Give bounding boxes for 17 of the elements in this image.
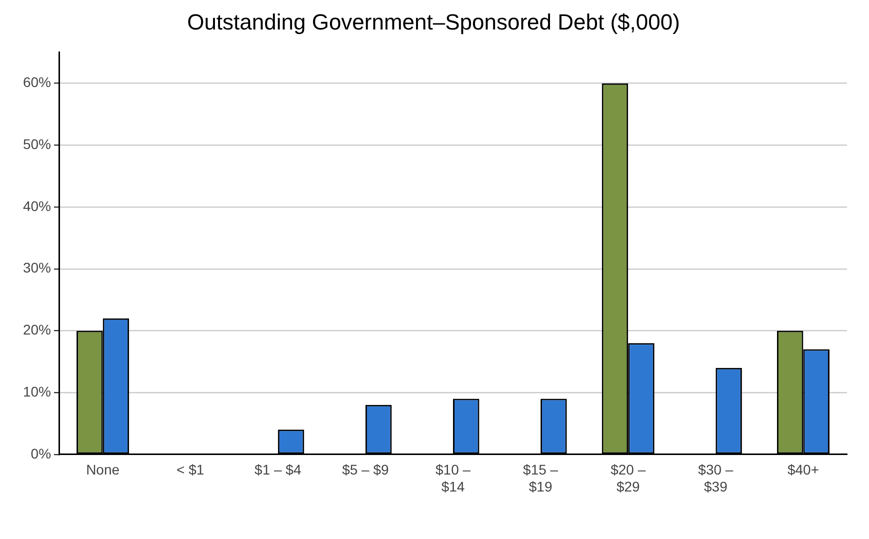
x-tick-label: $5 – $9: [342, 462, 390, 478]
x-tick-label: $1 – $4: [254, 462, 302, 478]
x-tick-label: $15 – $19: [523, 462, 558, 494]
y-tick-label: 40%: [22, 198, 52, 214]
chart-title: Outstanding Government–Sponsored Debt ($,000): [187, 9, 680, 34]
x-tick-label: None: [86, 462, 120, 478]
x-tick-label: $40+: [787, 462, 819, 478]
x-tick-label: < $1: [176, 462, 204, 478]
y-tick-label: 30%: [22, 260, 52, 276]
y-tick-label: 50%: [22, 136, 52, 152]
x-tick-label: $20 – $29: [610, 462, 646, 494]
y-tick-label: 60%: [22, 74, 52, 90]
x-tick-label: $30 – $39: [698, 462, 734, 494]
y-tick-label: 20%: [22, 322, 52, 338]
x-tick-label: $10 – $14: [435, 462, 471, 494]
y-tick-label: 10%: [22, 383, 52, 400]
y-tick-label: 0%: [30, 445, 52, 462]
